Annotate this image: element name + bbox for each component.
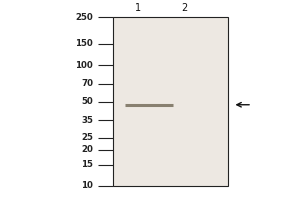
Text: 250: 250 [75, 12, 93, 21]
Text: 15: 15 [81, 160, 93, 169]
Text: 20: 20 [81, 145, 93, 154]
FancyBboxPatch shape [112, 17, 228, 186]
Text: 100: 100 [75, 61, 93, 70]
Text: 10: 10 [81, 182, 93, 190]
Text: 35: 35 [81, 116, 93, 125]
Text: 2: 2 [182, 3, 188, 13]
Text: 70: 70 [81, 79, 93, 88]
Text: 25: 25 [81, 133, 93, 142]
Text: 150: 150 [75, 39, 93, 48]
Text: 1: 1 [135, 3, 141, 13]
Text: 50: 50 [81, 97, 93, 106]
